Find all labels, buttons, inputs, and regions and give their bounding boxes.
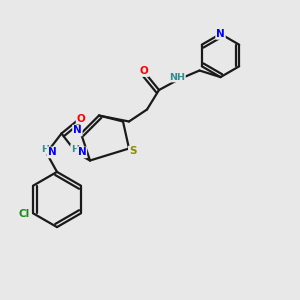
Text: S: S	[129, 146, 136, 157]
Text: N: N	[216, 29, 225, 39]
Text: H: H	[41, 145, 49, 154]
Text: N: N	[73, 125, 82, 136]
Text: Cl: Cl	[19, 209, 30, 219]
Text: H: H	[71, 145, 79, 154]
Text: O: O	[140, 66, 148, 76]
Text: NH: NH	[169, 73, 185, 82]
Text: N: N	[77, 147, 86, 158]
Text: N: N	[47, 147, 56, 158]
Text: O: O	[76, 113, 85, 124]
